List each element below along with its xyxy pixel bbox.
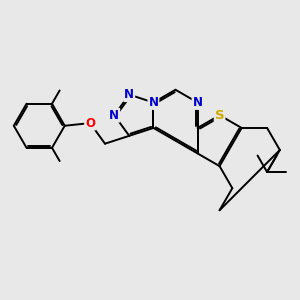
- Text: O: O: [85, 117, 95, 130]
- Text: N: N: [109, 109, 119, 122]
- Text: S: S: [215, 109, 224, 122]
- Text: N: N: [148, 96, 158, 109]
- Text: N: N: [193, 96, 202, 109]
- Text: N: N: [124, 88, 134, 101]
